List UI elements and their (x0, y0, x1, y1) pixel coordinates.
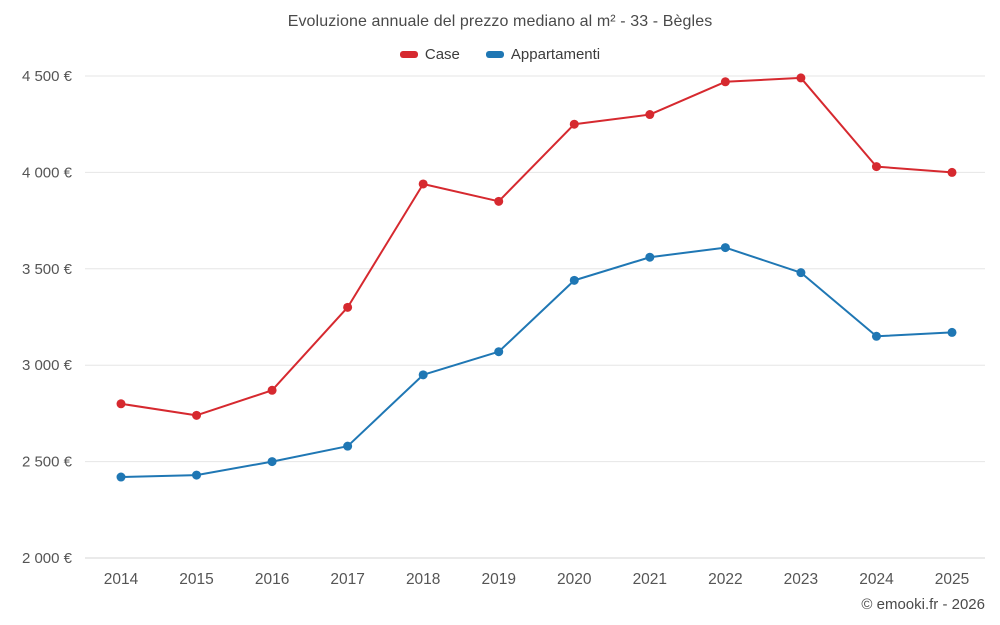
legend-label-case: Case (424, 46, 460, 63)
y-axis-tick-label: 2 000 € (22, 550, 73, 567)
x-axis-tick-label: 2023 (784, 571, 818, 588)
data-point-case[interactable] (267, 385, 277, 395)
y-axis-tick-label: 4 000 € (22, 164, 73, 181)
x-axis-tick-label: 2014 (104, 571, 139, 588)
copyright: © emooki.fr - 2026 (861, 596, 985, 613)
data-point-case[interactable] (645, 110, 655, 120)
data-point-case[interactable] (116, 399, 126, 409)
data-point-appartamenti[interactable] (116, 472, 126, 482)
data-point-appartamenti[interactable] (494, 347, 504, 357)
data-point-appartamenti[interactable] (796, 268, 806, 278)
y-axis-tick-label: 3 500 € (22, 261, 73, 278)
data-point-case[interactable] (796, 73, 806, 83)
chart-legend: Case Appartamenti (0, 46, 1000, 63)
data-point-case[interactable] (192, 410, 202, 420)
data-point-appartamenti[interactable] (267, 457, 277, 467)
data-point-case[interactable] (343, 302, 353, 312)
legend-label-appartamenti: Appartamenti (510, 46, 601, 63)
data-point-appartamenti[interactable] (192, 470, 202, 480)
x-axis-tick-label: 2024 (859, 571, 894, 588)
x-axis-tick-label: 2017 (330, 571, 364, 588)
data-point-case[interactable] (418, 179, 428, 189)
series-line-case (120, 76, 953, 417)
data-point-case[interactable] (569, 119, 579, 129)
data-point-case[interactable] (871, 162, 881, 172)
data-point-appartamenti[interactable] (871, 331, 881, 341)
x-axis-tick-label: 2019 (481, 571, 515, 588)
data-point-case[interactable] (947, 167, 957, 177)
x-axis-tick-label: 2016 (255, 571, 289, 588)
chart-title: Evoluzione annuale del prezzo mediano al… (287, 13, 713, 30)
legend-marker-case (399, 51, 418, 58)
data-point-appartamenti[interactable] (569, 275, 579, 285)
data-point-appartamenti[interactable] (720, 243, 730, 253)
x-axis-tick-label: 2015 (179, 571, 213, 588)
legend-item-case[interactable]: Case (399, 46, 460, 63)
data-point-appartamenti[interactable] (418, 370, 428, 380)
series-line-appartamenti (120, 246, 953, 479)
y-axis-tick-label: 3 000 € (22, 357, 73, 374)
data-point-appartamenti[interactable] (343, 441, 353, 451)
x-axis-tick-label: 2025 (935, 571, 969, 588)
legend-marker-appartamenti (485, 51, 504, 58)
y-axis-tick-label: 2 500 € (22, 454, 73, 471)
x-axis-tick-label: 2021 (633, 571, 667, 588)
data-point-appartamenti[interactable] (645, 252, 655, 262)
data-point-case[interactable] (494, 196, 504, 206)
data-point-case[interactable] (720, 77, 730, 87)
x-axis-tick-label: 2022 (708, 571, 742, 588)
legend-item-appartamenti[interactable]: Appartamenti (485, 46, 601, 63)
x-axis-tick-label: 2020 (557, 571, 592, 588)
data-point-appartamenti[interactable] (947, 327, 957, 337)
y-axis-tick-label: 4 500 € (22, 68, 73, 85)
x-axis-tick-label: 2018 (406, 571, 440, 588)
